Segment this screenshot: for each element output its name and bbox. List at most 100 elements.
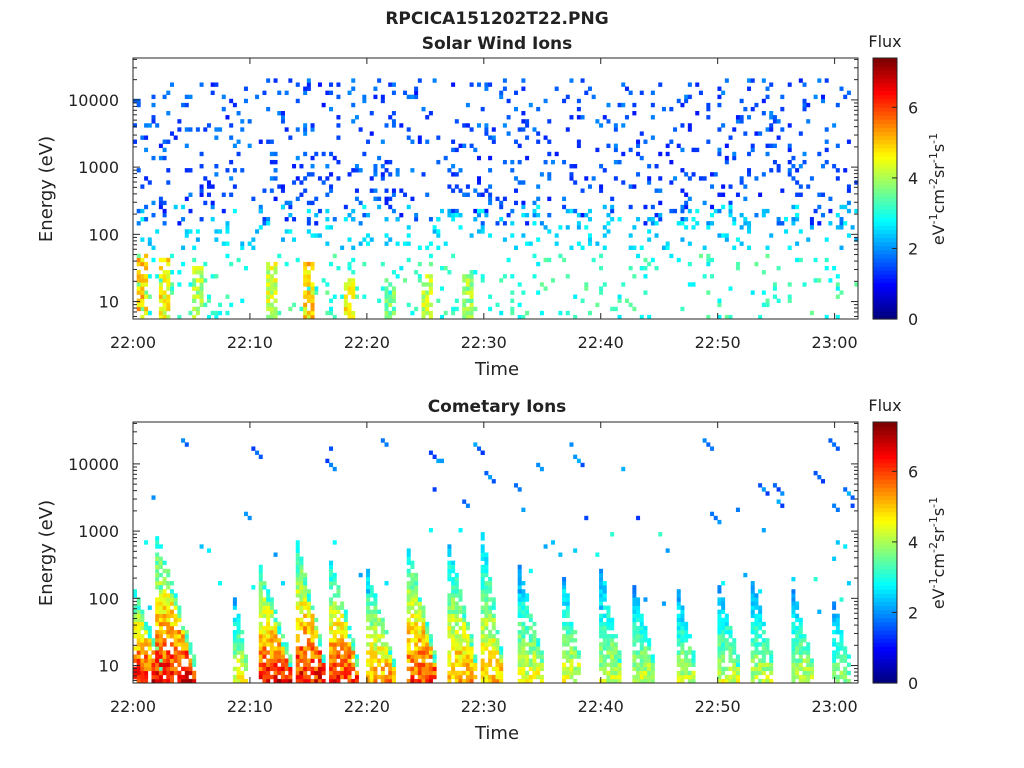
heatmap-cell [458,646,463,651]
heatmap-cell [669,208,674,214]
heatmap-cell [266,605,271,610]
heatmap-cell [421,613,426,619]
heatmap-cell [277,111,282,116]
heatmap-cell [617,670,622,676]
heatmap-cell [236,634,241,639]
heatmap-cell [846,90,851,96]
heatmap-cell [787,123,792,128]
x-tick-label: 22:10 [227,333,273,352]
heatmap-cell [732,217,737,222]
heatmap-cell [177,119,182,124]
heatmap-cell [617,314,622,320]
heatmap-cell [565,225,570,230]
heatmap-cell [240,298,245,303]
heatmap-cell [480,642,485,647]
heatmap-cell [536,674,541,680]
heatmap-cell [266,314,271,320]
heatmap-cell [676,613,681,619]
heatmap-cell [388,678,393,684]
heatmap-cell [384,678,389,684]
heatmap-cell [269,642,274,647]
heatmap-cell [769,678,774,684]
colorbar-segment [873,86,897,92]
heatmap-cell [776,164,781,169]
heatmap-cell [428,670,433,676]
heatmap-cell [732,127,737,132]
heatmap-cell [451,585,456,590]
heatmap-cell [258,634,263,639]
heatmap-cell [169,270,174,275]
heatmap-cell [484,617,489,623]
heatmap-cell [761,662,766,667]
heatmap-cell [643,274,648,279]
heatmap-cell [369,585,374,590]
heatmap-cell [599,286,604,291]
heatmap-cell [636,629,641,635]
heatmap-cell [432,654,437,659]
heatmap-cell [617,674,622,680]
heatmap-cell [835,621,840,627]
heatmap-cell [240,638,245,643]
heatmap-cell [743,572,748,578]
heatmap-cell [347,172,352,177]
heatmap-cell [414,306,419,312]
heatmap-cell [728,625,733,631]
heatmap-cell [647,164,652,169]
heatmap-cell [599,605,604,610]
heatmap-cell [277,678,282,684]
heatmap-cell [565,274,570,279]
heatmap-cell [310,678,315,684]
heatmap-cell [306,217,311,222]
colorbar-segment [873,666,897,672]
heatmap-cell [846,184,851,189]
heatmap-cell [199,184,204,189]
heatmap-cell [717,298,722,303]
heatmap-cell [414,212,419,218]
heatmap-cell [599,654,604,659]
heatmap-cell [525,310,530,316]
heatmap-cell [295,564,300,570]
heatmap-cell [384,298,389,303]
heatmap-cell [802,666,807,672]
heatmap-cell [528,646,533,651]
heatmap-cell [262,601,267,606]
heatmap-cell [406,589,411,594]
heatmap-cell [562,621,567,627]
heatmap-cell [332,155,337,161]
heatmap-cell [232,143,237,149]
heatmap-cell [266,298,271,303]
heatmap-cell [798,674,803,680]
heatmap-cell [269,286,274,291]
heatmap-cell [532,253,537,259]
heatmap-cell [447,544,452,549]
heatmap-cell [158,143,163,149]
heatmap-cell [835,662,840,667]
heatmap-cell [199,270,204,275]
heatmap-cell [647,237,652,242]
heatmap-cell [713,515,718,521]
heatmap-cell [613,666,618,672]
heatmap-cell [147,658,152,663]
heatmap-cell [332,576,337,582]
heatmap-cell [417,638,422,643]
heatmap-cell [465,678,470,684]
colorbar-segment [873,646,897,651]
heatmap-cell [521,629,526,635]
heatmap-cell [329,225,334,230]
heatmap-cell [173,642,178,647]
heatmap-cell [251,237,256,242]
heatmap-cell [636,139,641,144]
heatmap-cell [591,176,596,181]
heatmap-cell [310,298,315,303]
heatmap-cell [824,265,829,271]
heatmap-cell [329,564,334,570]
heatmap-cell [406,646,411,651]
heatmap-cell [155,646,160,651]
heatmap-cell [351,217,356,222]
heatmap-cell [177,629,182,635]
heatmap-cell [717,86,722,91]
heatmap-cell [206,180,211,185]
heatmap-cell [495,666,500,672]
heatmap-cell [750,593,755,598]
